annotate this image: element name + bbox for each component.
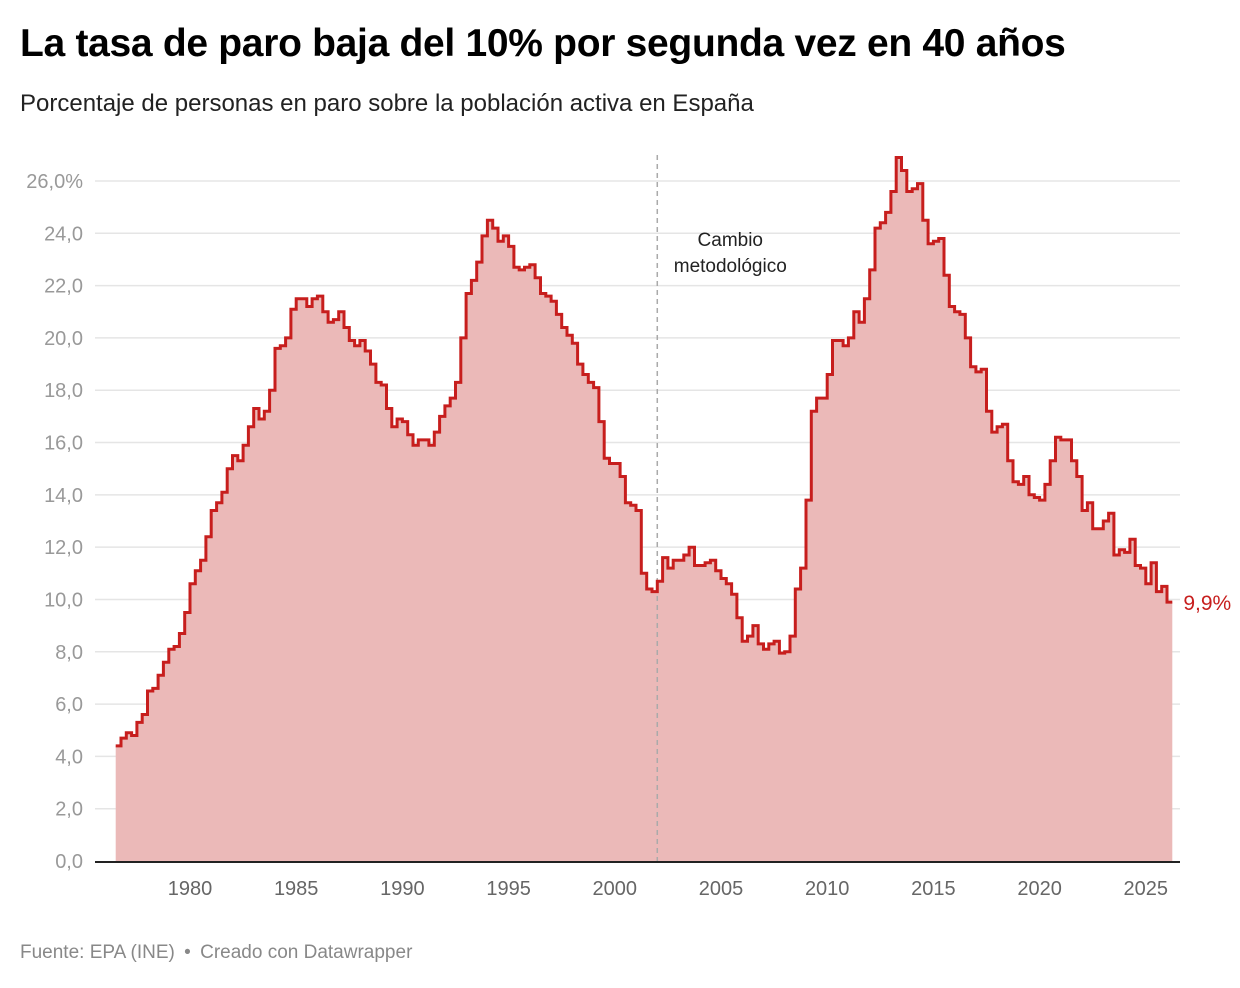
x-tick-label: 2020	[1017, 878, 1062, 900]
area-fill	[115, 157, 1173, 861]
chart-subtitle: Porcentaje de personas en paro sobre la …	[20, 90, 754, 117]
y-tick-label: 20,0	[44, 328, 83, 350]
y-tick-label: 12,0	[44, 537, 83, 559]
x-tick-label: 1985	[274, 878, 319, 900]
y-axis-ticks: 0,0 2,0 4,0 6,0 8,0 10,0 12,0 14,0 16,0 18,0 20,0 2…	[26, 171, 83, 873]
y-tick-label: 22,0	[44, 276, 83, 298]
x-tick-label: 1990	[380, 878, 425, 900]
y-tick-label: 10,0	[44, 589, 83, 611]
end-value-label: 9,9%	[1183, 592, 1231, 615]
y-tick-label: 4,0	[55, 746, 83, 768]
y-tick-label: 0,0	[55, 851, 83, 873]
footer: Fuente: EPA (INE) • Creado con Datawrapp…	[20, 942, 412, 964]
x-tick-label: 1995	[486, 878, 531, 900]
series-line	[115, 156, 1173, 748]
y-tick-label: 16,0	[44, 433, 83, 455]
area-layer	[115, 157, 1173, 861]
annotation-text-line1: Cambio	[698, 230, 763, 251]
credit-text: Creado con Datawrapper	[200, 942, 413, 963]
x-tick-label: 2025	[1124, 878, 1169, 900]
x-tick-label: 2000	[593, 878, 638, 900]
annotation-text-line2: metodológico	[674, 256, 787, 277]
footer-separator: •	[184, 942, 191, 963]
x-tick-label: 2005	[699, 878, 744, 900]
x-tick-label: 1980	[168, 878, 213, 900]
chart-title: La tasa de paro baja del 10% por segunda…	[20, 22, 1066, 65]
x-tick-label: 2010	[805, 878, 850, 900]
y-tick-label: 8,0	[55, 642, 83, 664]
line-layer	[115, 156, 1173, 748]
x-tick-label: 2015	[911, 878, 956, 900]
y-tick-label: 18,0	[44, 380, 83, 402]
y-tick-label: 26,0%	[26, 171, 83, 193]
y-tick-label: 6,0	[55, 694, 83, 716]
y-tick-label: 24,0	[44, 223, 83, 245]
source-text: Fuente: EPA (INE)	[20, 942, 175, 963]
y-tick-label: 14,0	[44, 485, 83, 507]
annotation-layer: Cambio metodológico	[656, 155, 787, 861]
y-tick-label: 2,0	[55, 799, 83, 821]
x-axis-ticks: 1980 1985 1990 1995 2000 2005 2010 2015 2020 2025	[168, 878, 1168, 900]
